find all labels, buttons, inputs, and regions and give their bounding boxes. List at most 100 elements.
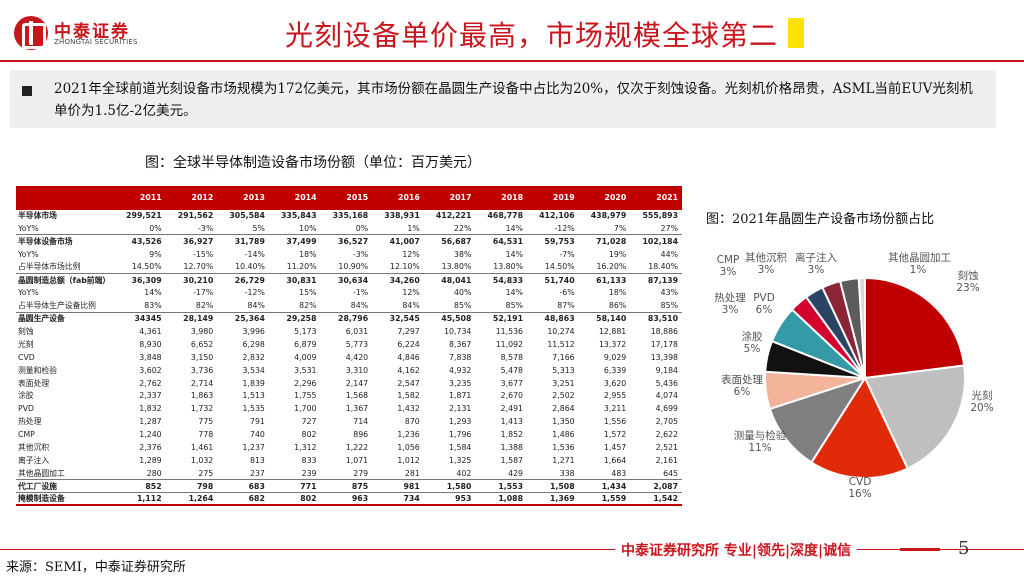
table-cell: 714 — [321, 415, 373, 428]
table-cell: 778 — [166, 428, 218, 441]
table-cell: 4,932 — [424, 364, 476, 377]
table-cell: 1,863 — [166, 389, 218, 402]
table-cell: 11,092 — [475, 338, 527, 351]
table-cell: 87% — [527, 299, 579, 312]
table-cell: 5,313 — [527, 364, 579, 377]
pie-label-pct: 20% — [952, 402, 1012, 414]
table-cell: 87,139 — [630, 273, 682, 286]
row-label: 半导体市场 — [16, 209, 114, 222]
table-cell: 1,032 — [166, 454, 218, 467]
pie-label-name: 测量与检验 — [730, 430, 790, 442]
table-cell: 34,260 — [372, 273, 424, 286]
table-cell: 468,778 — [475, 209, 527, 222]
table-cell: 28,149 — [166, 312, 218, 325]
table-cell: 1,513 — [217, 389, 269, 402]
pie-label-name: 光刻 — [952, 390, 1012, 402]
table-cell: 1,700 — [269, 402, 321, 415]
table-cell: 1,289 — [114, 454, 166, 467]
table-cell: 1,236 — [372, 428, 424, 441]
table-cell: 28,796 — [321, 312, 373, 325]
table-cell: 1,559 — [579, 493, 631, 506]
pie-label-name: 离子注入 — [786, 252, 846, 264]
table-row: 代工厂设施8527986837718759811,5801,5531,5081,… — [16, 480, 682, 493]
table-cell: 1,852 — [475, 428, 527, 441]
header-year: 2020 — [579, 186, 631, 209]
table-cell: 771 — [269, 480, 321, 493]
table-row: 其他沉积2,3761,4611,2371,3121,2221,0561,5841… — [16, 441, 682, 454]
table-cell: 981 — [372, 480, 424, 493]
table-cell: 4,074 — [630, 389, 682, 402]
table-cell: 0% — [114, 222, 166, 235]
table-cell: 802 — [269, 428, 321, 441]
table-cell: 7,166 — [527, 351, 579, 364]
table-cell: 1,222 — [321, 441, 373, 454]
pie-label-name: 表面处理 — [712, 374, 772, 386]
table-cell: 1,088 — [475, 493, 527, 506]
table-cell: 1,112 — [114, 493, 166, 506]
table-cell: 14.50% — [114, 261, 166, 274]
row-label: CMP — [16, 428, 114, 441]
table-cell: 10,274 — [527, 325, 579, 338]
row-label: 代工厂设施 — [16, 480, 114, 493]
table-cell: 3,677 — [475, 377, 527, 390]
table-cell: 3,602 — [114, 364, 166, 377]
pie-label-pct: 5% — [722, 343, 782, 355]
pie-label-pct: 16% — [830, 488, 890, 500]
pie-label-pct: 11% — [730, 442, 790, 454]
row-label: 刻蚀 — [16, 325, 114, 338]
table-cell: 1,325 — [424, 454, 476, 467]
table-cell: 4,009 — [269, 351, 321, 364]
title-highlight-mark — [788, 18, 804, 48]
table-cell: 813 — [217, 454, 269, 467]
table-cell: 30,210 — [166, 273, 218, 286]
table-cell: 2,131 — [424, 402, 476, 415]
table-cell: 3,980 — [166, 325, 218, 338]
table-cell: 43% — [630, 286, 682, 299]
table-cell: 12.70% — [166, 261, 218, 274]
row-label: YoY% — [16, 248, 114, 261]
table-cell: 13.80% — [424, 261, 476, 274]
table-cell: 56,687 — [424, 235, 476, 248]
table-cell: 2,705 — [630, 415, 682, 428]
pie-label-pct: 6% — [712, 386, 772, 398]
table-cell: 84% — [217, 299, 269, 312]
table-cell: 43,526 — [114, 235, 166, 248]
table-cell: 1,556 — [579, 415, 631, 428]
row-label: YoY% — [16, 222, 114, 235]
table-cell: 6,879 — [269, 338, 321, 351]
header-year: 2013 — [217, 186, 269, 209]
table-cell: 1,839 — [217, 377, 269, 390]
logo-en-text: ZHONGTAI SECURITIES — [54, 38, 138, 46]
table-cell: 5,478 — [475, 364, 527, 377]
table-cell: 2,714 — [166, 377, 218, 390]
table-cell: 3,211 — [579, 402, 631, 415]
table-cell: 9,184 — [630, 364, 682, 377]
table-cell: 896 — [321, 428, 373, 441]
summary-text: 2021年全球前道光刻设备市场规模为172亿美元，其市场份额在晶圆生产设备中占比… — [54, 78, 984, 122]
table-row: YoY%0%-3%5%10%0%1%22%14%-12%7%27% — [16, 222, 682, 235]
table-cell: 4,846 — [372, 351, 424, 364]
table-cell: 1,071 — [321, 454, 373, 467]
table-cell: 51,740 — [527, 273, 579, 286]
table-cell: 12.10% — [372, 261, 424, 274]
table-cell: 14% — [475, 286, 527, 299]
table-cell: 11.20% — [269, 261, 321, 274]
table-cell: 2,161 — [630, 454, 682, 467]
table-cell: 12% — [372, 248, 424, 261]
page-title: 光刻设备单价最高，市场规模全球第二 — [285, 14, 778, 54]
table-cell: 44% — [630, 248, 682, 261]
table-cell: 1,237 — [217, 441, 269, 454]
table-row: 半导体设备市场43,52636,92731,78937,49936,52741,… — [16, 235, 682, 248]
table-cell: 64,531 — [475, 235, 527, 248]
table-cell: 1,388 — [475, 441, 527, 454]
table-cell: 83,510 — [630, 312, 682, 325]
table-cell: 1,287 — [114, 415, 166, 428]
table-cell: 1,264 — [166, 493, 218, 506]
table-cell: 6,224 — [372, 338, 424, 351]
table-cell: 1,457 — [579, 441, 631, 454]
table-cell: 3,996 — [217, 325, 269, 338]
table-cell: 2,864 — [527, 402, 579, 415]
table-cell: 82% — [269, 299, 321, 312]
table-cell: 1,796 — [424, 428, 476, 441]
table-cell: 682 — [217, 493, 269, 506]
